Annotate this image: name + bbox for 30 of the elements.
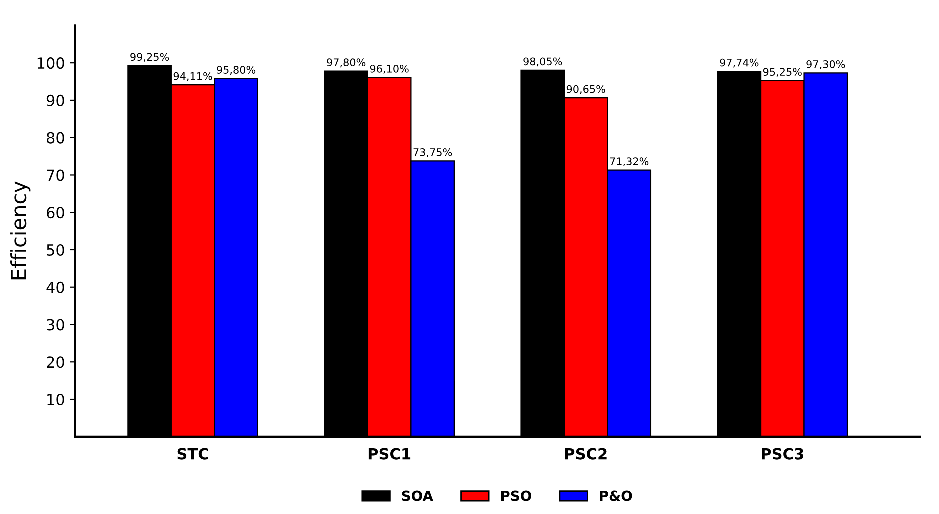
x-tick-label: PSC3 (762, 448, 804, 460)
y-axis-title: Efficiency (10, 182, 31, 280)
legend-label: SOA (402, 490, 434, 502)
x-tick-label: PSC2 (565, 448, 607, 460)
y-tick-label: 90 (46, 94, 64, 106)
x-tick-label: PSC1 (368, 448, 411, 460)
data-label: 96,10% (370, 64, 409, 74)
legend-label: P&O (600, 490, 632, 502)
data-label: 90,65% (566, 85, 606, 94)
y-tick-label: 50 (47, 244, 64, 256)
y-tick-label: 60 (47, 207, 64, 219)
data-label: 99,25% (130, 53, 170, 62)
y-tick-label: 10 (48, 394, 64, 406)
data-label: 97,30% (806, 60, 846, 70)
data-label: 71,32% (610, 158, 649, 167)
x-tick-label: STC (178, 448, 208, 460)
y-tick-label: 40 (46, 282, 64, 294)
data-label: 97,74% (720, 58, 759, 68)
data-label: 73,75% (414, 148, 452, 158)
data-label: 98,05% (524, 58, 562, 67)
y-tick-label: 30 (47, 319, 64, 331)
data-label: 95,25% (763, 68, 802, 78)
legend-label: PSO (501, 490, 532, 502)
data-label: 94,11% (174, 72, 212, 82)
y-tick-label: 20 (47, 356, 64, 368)
data-label: 95,80% (217, 66, 256, 76)
y-tick-label: 80 (46, 132, 64, 144)
y-tick-label: 70 (47, 170, 64, 182)
data-label: 97,80% (327, 58, 366, 68)
y-tick-label: 100 (38, 58, 64, 70)
